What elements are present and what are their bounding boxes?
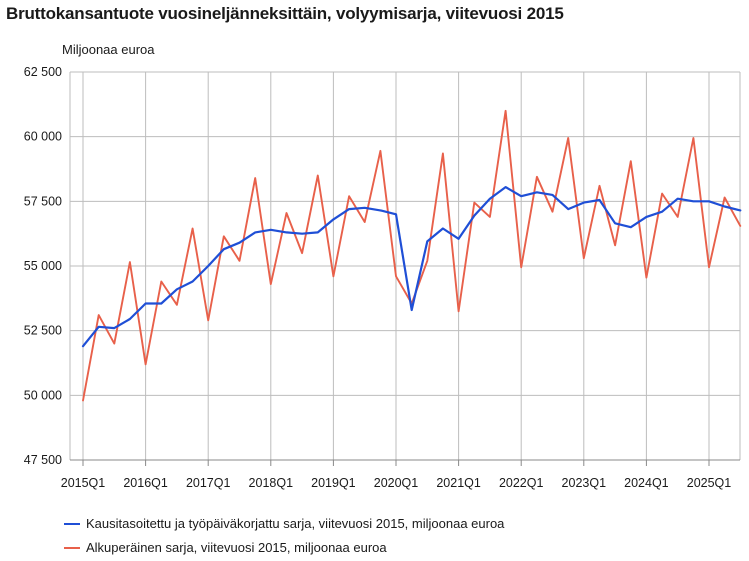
series-lines xyxy=(81,109,742,402)
series-line-original xyxy=(82,109,742,402)
x-tick-label: 2019Q1 xyxy=(311,476,356,490)
y-tick-label: 60 000 xyxy=(24,130,62,144)
legend-swatch-orange xyxy=(64,546,80,549)
x-tick-label: 2024Q1 xyxy=(624,476,669,490)
y-tick-label: 62 500 xyxy=(24,65,62,79)
x-axis: 2015Q1 2016Q1 2017Q1 2018Q1 2019Q1 2020Q1 2021… xyxy=(61,459,740,490)
y-tick-label: 47 500 xyxy=(24,453,62,467)
x-tick-label: 2021Q1 xyxy=(436,476,481,490)
chart-title: Bruttokansantuote vuosineljänneksittäin,… xyxy=(6,4,564,23)
y-axis: 47 500 50 000 52 500 55 000 57 500 60 000 62 5… xyxy=(24,65,62,467)
x-tick-label: 2017Q1 xyxy=(186,476,231,490)
x-tick-label: 2015Q1 xyxy=(61,476,106,490)
y-tick-label: 52 500 xyxy=(24,324,62,338)
series-line-seasonally-adjusted xyxy=(81,186,742,348)
x-tick-label: 2022Q1 xyxy=(499,476,544,490)
x-tick-label: 2020Q1 xyxy=(374,476,419,490)
y-tick-label: 50 000 xyxy=(24,388,62,402)
x-tick-label: 2025Q1 xyxy=(687,476,732,490)
legend-item-original: Alkuperäinen sarja, viitevuosi 2015, mil… xyxy=(64,540,387,555)
legend-swatch-blue xyxy=(64,522,80,525)
y-tick-label: 57 500 xyxy=(24,194,62,208)
legend-label: Alkuperäinen sarja, viitevuosi 2015, mil… xyxy=(86,540,387,555)
legend-item-seasonally-adjusted: Kausitasoitettu ja työpäiväkorjattu sarj… xyxy=(64,516,504,531)
x-tick-label: 2016Q1 xyxy=(123,476,168,490)
y-axis-label: Miljoonaa euroa xyxy=(62,42,155,57)
x-tick-label: 2018Q1 xyxy=(249,476,294,490)
legend-label: Kausitasoitettu ja työpäiväkorjattu sarj… xyxy=(86,516,505,531)
y-tick-label: 55 000 xyxy=(24,259,62,273)
x-tick-label: 2023Q1 xyxy=(562,476,607,490)
